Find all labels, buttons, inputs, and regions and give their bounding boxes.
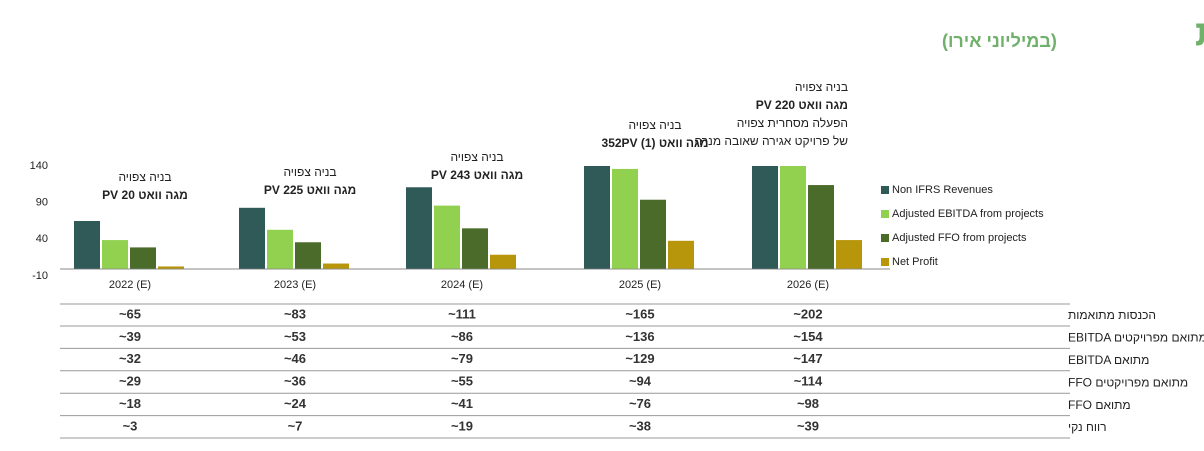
bar [752, 166, 778, 269]
y-tick-label: -10 [32, 270, 48, 282]
row-label: EBITDA מתואם מפרויקטים [1068, 331, 1204, 345]
bar [323, 263, 349, 269]
cell: ~202 [793, 306, 822, 321]
bar [584, 166, 610, 269]
bar [158, 266, 184, 269]
cell: ~83 [284, 306, 306, 321]
row-label: הכנסות מתואמות [1068, 308, 1156, 322]
y-tick-label: 140 [30, 160, 48, 172]
cell: ~79 [451, 351, 473, 366]
annotation: בניה צפויה [118, 170, 171, 184]
bar [267, 229, 293, 269]
cell: ~46 [284, 351, 306, 366]
cell: ~136 [625, 329, 654, 344]
bars [74, 166, 862, 269]
cell: ~98 [797, 396, 819, 411]
cell: ~7 [288, 418, 303, 433]
annotation: הפעלה מסחרית צפויה [737, 116, 848, 130]
legend-label: Adjusted FFO from projects [892, 232, 1027, 244]
cell: ~29 [119, 374, 141, 389]
bar [808, 185, 834, 269]
cell: ~18 [119, 396, 141, 411]
annotation: מגה וואט 225 PV [264, 183, 356, 197]
annotation: מגה וואט 243 PV [431, 168, 523, 182]
cell: ~94 [629, 374, 652, 389]
bar [668, 240, 694, 269]
row-label: FFO מתואם [1068, 398, 1131, 412]
annotation: בניה צפויה [795, 80, 848, 94]
annotation: מגה וואט 220 PV [756, 98, 848, 112]
x-tick-label: 2023 (E) [274, 279, 316, 291]
annotation: בניה צפויה [450, 150, 503, 164]
annotation: מגה וואט 352PV (1) [602, 136, 709, 150]
bar [130, 247, 156, 269]
legend-label: Adjusted EBITDA from projects [892, 208, 1044, 220]
bar [612, 168, 638, 269]
bar [434, 205, 460, 269]
annotation: בניה צפויה [628, 118, 681, 132]
cell: ~24 [284, 396, 307, 411]
bar [102, 240, 128, 269]
bar [295, 242, 321, 269]
cell: ~36 [284, 374, 306, 389]
cell: ~41 [451, 396, 473, 411]
legend-swatch [881, 258, 889, 266]
legend-swatch [881, 234, 889, 242]
cell: ~39 [119, 329, 141, 344]
cell: ~147 [793, 351, 822, 366]
bar [836, 240, 862, 269]
cell: ~65 [119, 306, 141, 321]
legend-label: Non IFRS Revenues [892, 184, 993, 196]
annotation: של פרויקט אגירה שאובה מנרה [695, 134, 849, 148]
cell: ~114 [794, 374, 823, 389]
annotation: מגה וואט 20 PV [102, 188, 188, 202]
subtitle: (במיליוני אירו) [942, 31, 1057, 51]
cell: ~86 [451, 329, 473, 344]
legend-swatch [881, 186, 889, 194]
title: תחזית פיננסית [1195, 13, 1204, 54]
x-tick-label: 2024 (E) [441, 279, 483, 291]
bar [239, 207, 265, 269]
bar [640, 199, 666, 269]
legend-label: Net Profit [892, 256, 938, 268]
x-tick-label: 2025 (E) [619, 279, 661, 291]
y-tick-label: 40 [36, 233, 48, 245]
cell: ~165 [625, 306, 654, 321]
x-tick-label: 2022 (E) [109, 279, 151, 291]
cell: ~3 [123, 418, 138, 433]
cell: ~19 [451, 418, 473, 433]
row-label: רווח נקי [1068, 420, 1107, 434]
legend-swatch [881, 210, 889, 218]
bar [780, 166, 806, 269]
bar [462, 228, 488, 269]
bar [490, 254, 516, 269]
cell: ~32 [119, 351, 141, 366]
cell: ~76 [629, 396, 651, 411]
annotation: בניה צפויה [283, 165, 336, 179]
cell: ~55 [451, 374, 473, 389]
cell: ~129 [625, 351, 654, 366]
bar [74, 221, 100, 269]
cell: ~53 [284, 329, 306, 344]
cell: ~39 [797, 418, 819, 433]
x-tick-label: 2026 (E) [787, 279, 829, 291]
row-label: EBITDA מתואם [1068, 353, 1149, 367]
row-label: FFO מתואם מפרויקטים [1068, 375, 1188, 389]
cell: ~154 [793, 329, 823, 344]
cell: ~38 [629, 418, 651, 433]
bar [406, 187, 432, 269]
cell: ~111 [448, 306, 476, 321]
y-tick-label: 90 [36, 197, 48, 209]
